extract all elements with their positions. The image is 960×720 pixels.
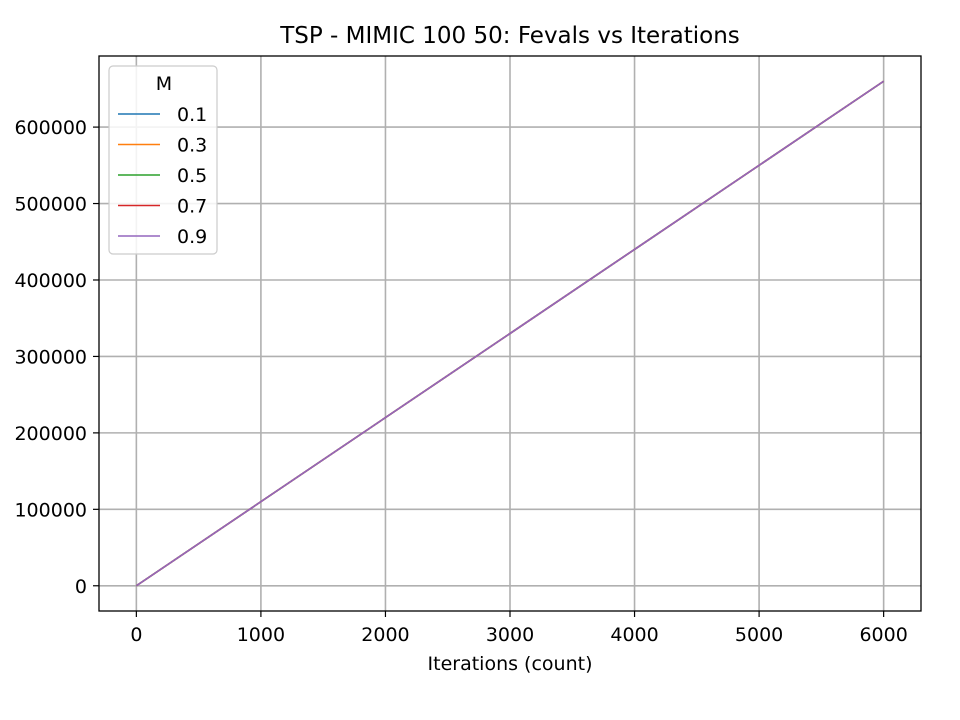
x-tick-label: 4000 [610,624,658,646]
legend-label: 0.7 [177,196,207,218]
chart-title: TSP - MIMIC 100 50: Fevals vs Iterations [279,23,740,49]
legend-box [108,65,218,255]
x-tick-label: 6000 [859,624,907,646]
x-tick-label: 1000 [237,624,285,646]
x-tick-label: 5000 [735,624,783,646]
legend-title: M [156,73,172,95]
y-tick-label: 0 [75,576,87,598]
y-tick-label: 200000 [14,423,87,445]
y-tick-label: 300000 [14,346,87,368]
grid [99,56,921,611]
legend-label: 0.5 [177,165,207,187]
legend-label: 0.1 [177,104,207,126]
x-axis-label: Iterations (count) [428,653,593,675]
axis-ticks: 0 1000 2000 3000 4000 5000 6000 0 100000 200000 30… [14,117,907,646]
y-tick-label: 400000 [14,270,87,292]
legend-label: 0.9 [177,226,207,248]
legend: M0.1 0.3 0.5 0.7 0.9 [108,65,218,255]
y-tick-label: 100000 [14,499,87,521]
series-line-0-9 [135,80,885,587]
y-tick-label: 500000 [14,194,87,216]
x-tick-label: 2000 [361,624,409,646]
x-tick-label: 0 [130,624,142,646]
y-tick-label: 600000 [14,117,87,139]
x-tick-label: 3000 [486,624,534,646]
series-lines [135,80,885,587]
legend-label: 0.3 [177,135,207,157]
